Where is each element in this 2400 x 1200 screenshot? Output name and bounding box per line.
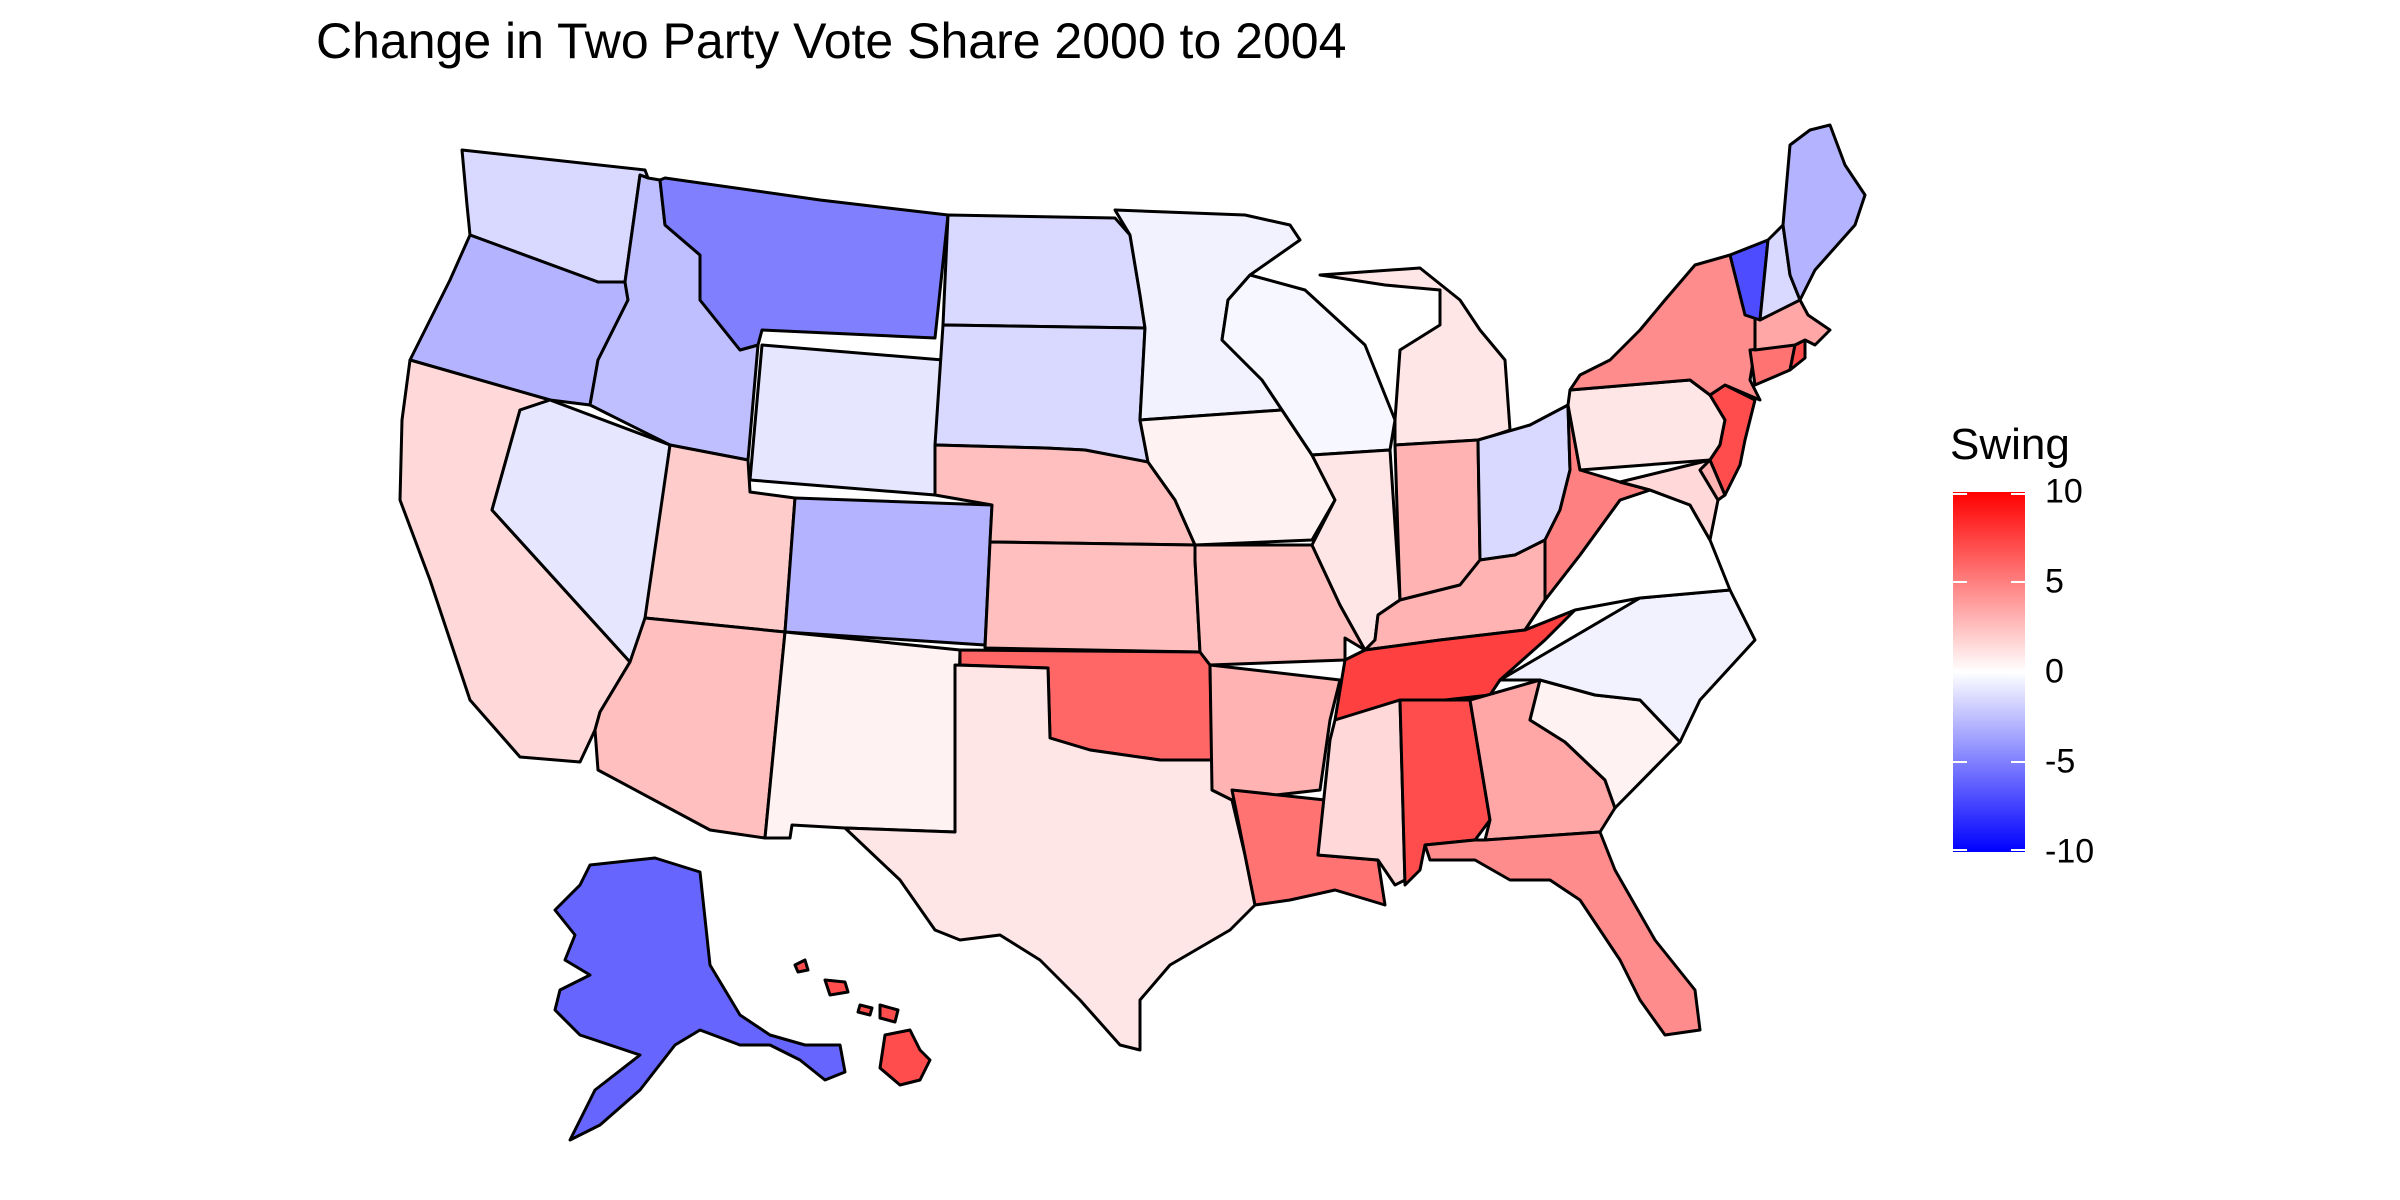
legend-tick-label: 0	[2045, 652, 2064, 691]
legend-tick-mark	[2011, 671, 2025, 673]
state-hawaii-island-5	[793, 958, 810, 974]
legend-title: Swing	[1950, 420, 2070, 469]
state-montana	[658, 176, 950, 352]
state-colorado	[783, 496, 994, 647]
state-maine	[1781, 123, 1867, 302]
state-kansas	[983, 540, 1202, 654]
state-wyoming	[748, 343, 945, 497]
state-new-york	[1568, 253, 1762, 402]
state-texas	[843, 663, 1257, 1052]
legend-tick-mark	[1953, 761, 1967, 763]
state-hawaii-island-2	[878, 1003, 900, 1024]
legend-tick-mark	[1953, 849, 1967, 851]
state-hawaii-island-3	[856, 1003, 874, 1017]
legend-tick-mark	[1953, 671, 1967, 673]
legend-tick-label: 10	[2045, 472, 2083, 511]
legend-tick-mark	[2011, 849, 2025, 851]
state-new-mexico	[763, 630, 962, 840]
state-arkansas	[1208, 663, 1342, 802]
legend-tick-label: -5	[2045, 742, 2076, 781]
legend-tick-mark	[1953, 581, 1967, 583]
state-alaska	[553, 856, 847, 1142]
state-florida	[1423, 830, 1702, 1037]
state-hawaii-island-4	[823, 978, 850, 997]
legend-tick-mark	[2011, 761, 2025, 763]
legend-tick-mark	[1953, 493, 1967, 495]
state-pennsylvania	[1566, 378, 1727, 472]
state-north-dakota	[941, 213, 1147, 330]
legend-tick-label: 5	[2045, 562, 2064, 601]
legend-tick-mark	[2011, 493, 2025, 495]
map-title: Change in Two Party Vote Share 2000 to 2…	[316, 13, 1347, 69]
state-tennessee	[1333, 608, 1577, 722]
state-south-dakota	[933, 323, 1150, 464]
state-hawaii	[878, 1028, 932, 1087]
legend-tick-label: -10	[2045, 832, 2095, 871]
legend-tick-mark	[2011, 581, 2025, 583]
state-mississippi	[1316, 698, 1407, 887]
